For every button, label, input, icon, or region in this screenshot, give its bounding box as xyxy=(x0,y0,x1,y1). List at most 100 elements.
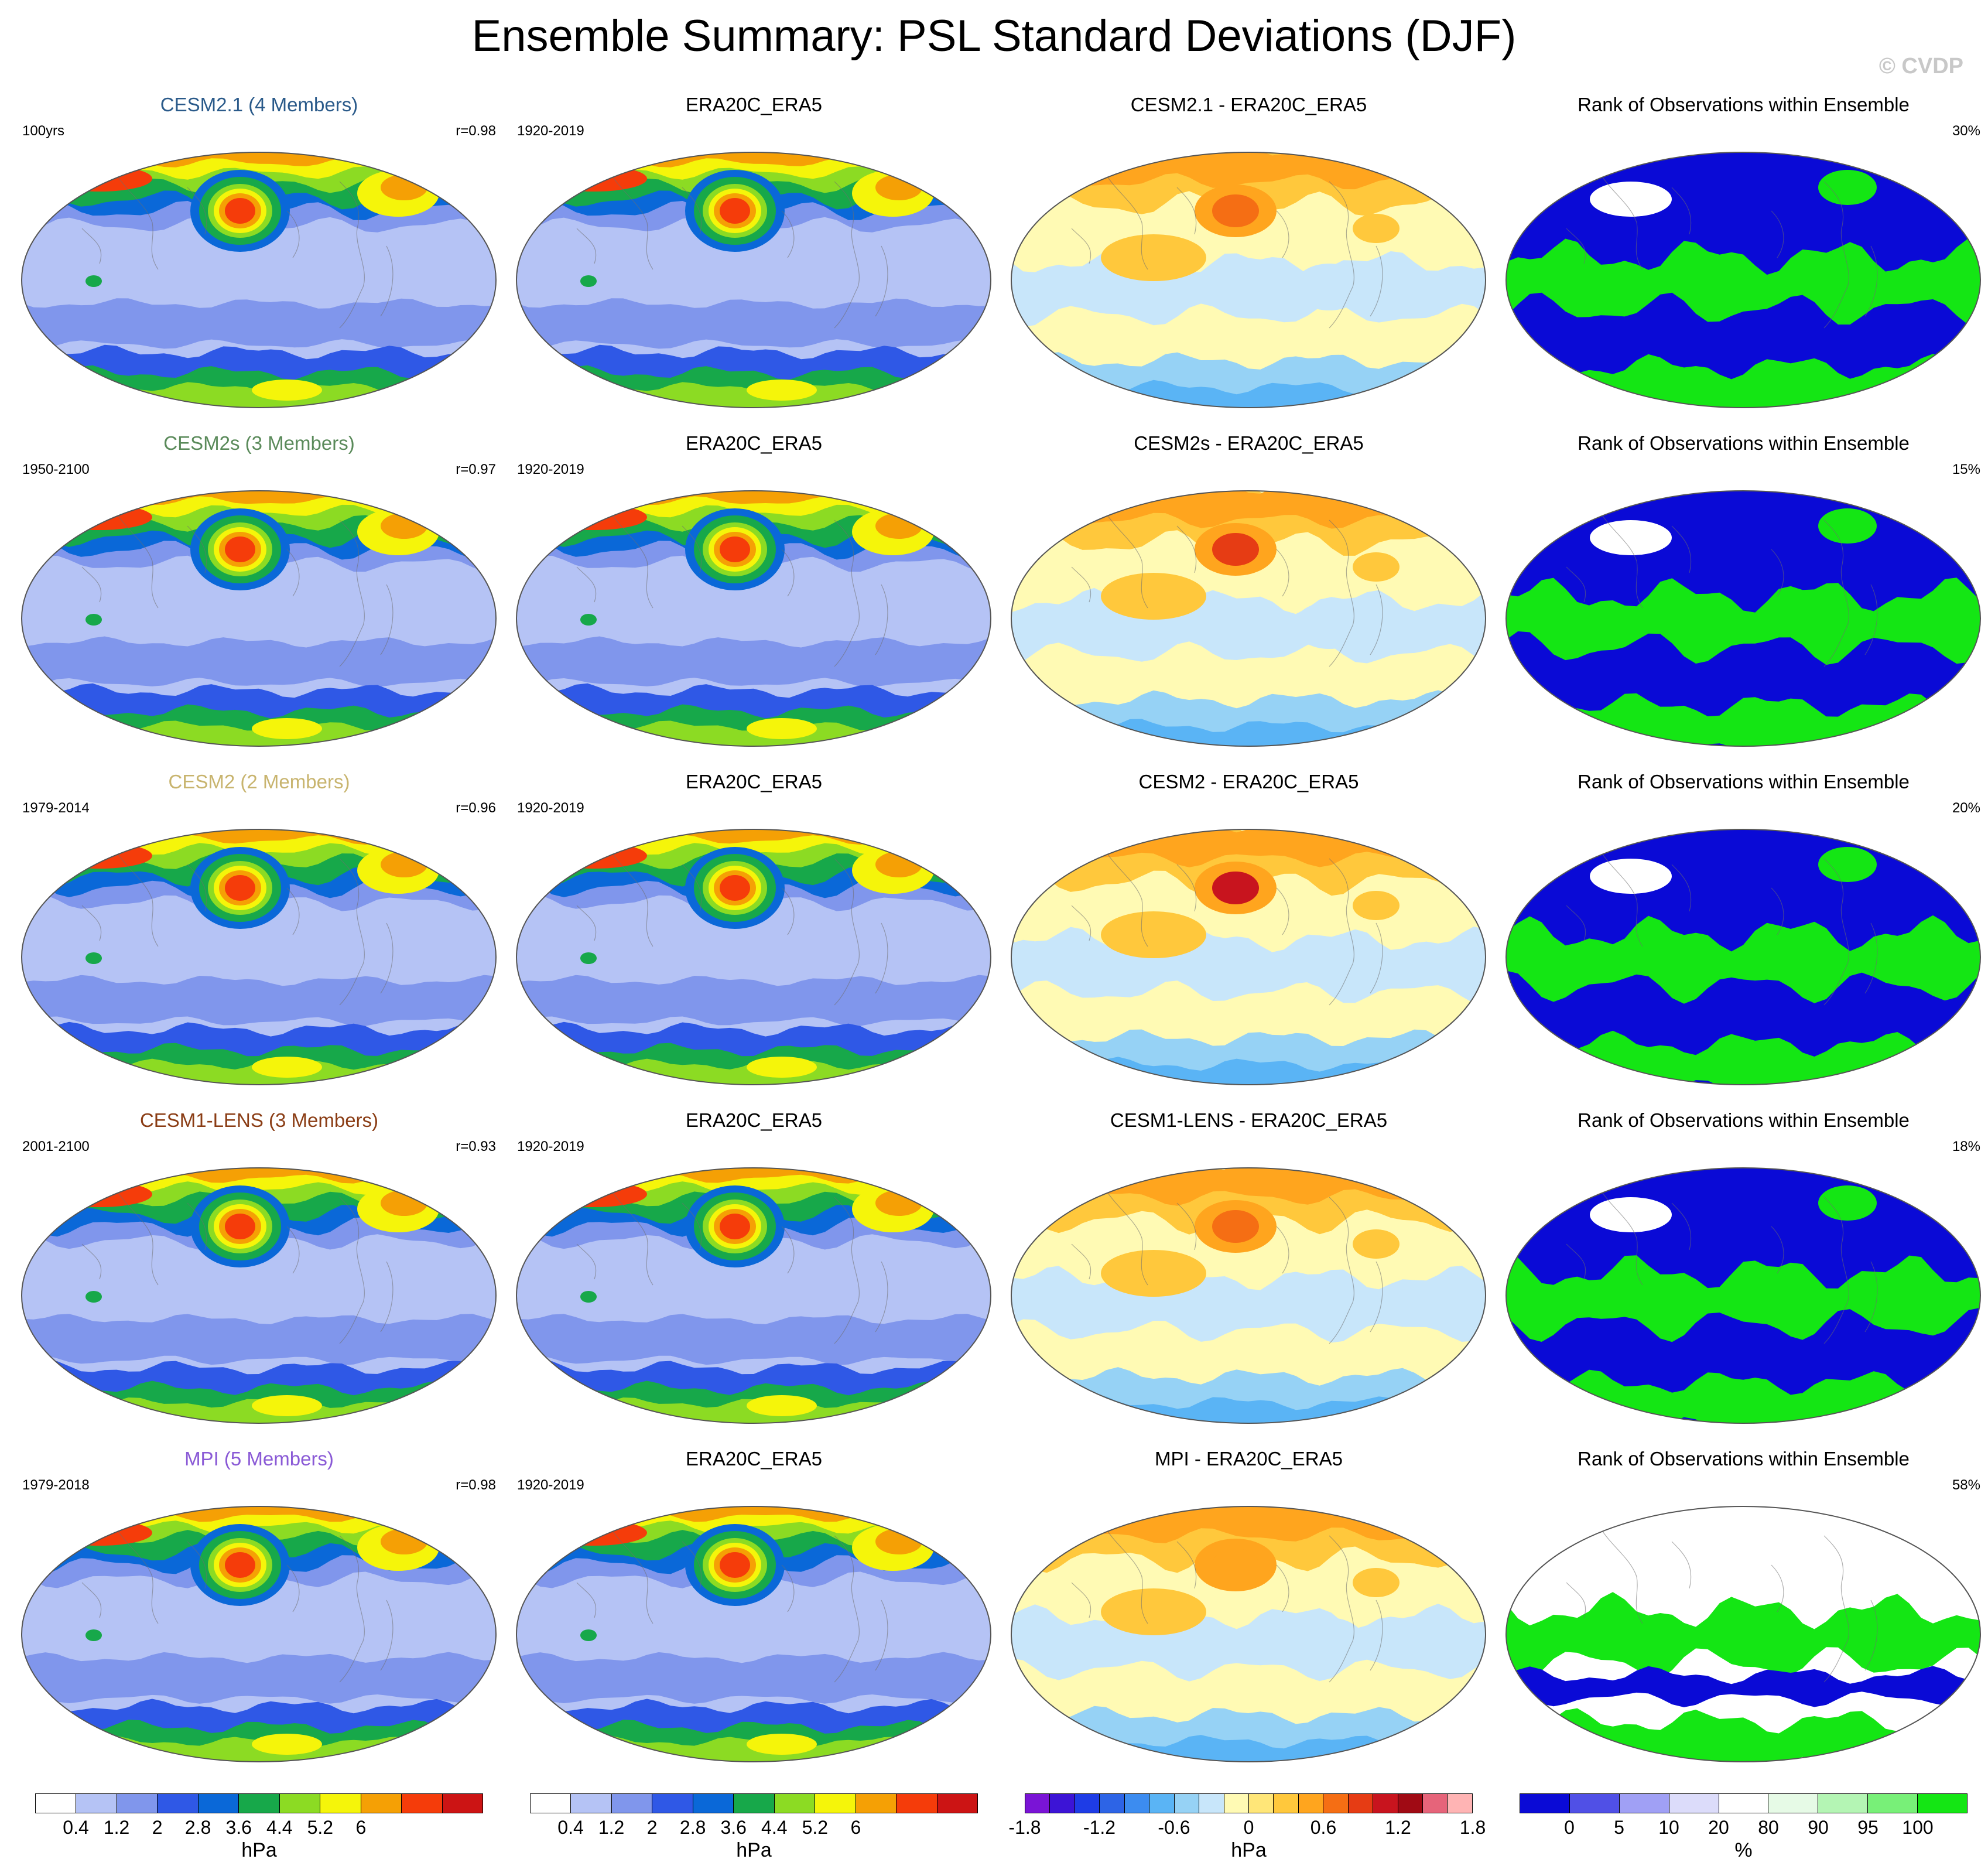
coastline-lines xyxy=(1071,1191,1383,1344)
aleutian-contour-9 xyxy=(720,1214,750,1239)
colorbar-tick-label: 20 xyxy=(1708,1817,1729,1838)
diff-map xyxy=(1011,829,1486,1085)
correlation-label: r=0.93 xyxy=(456,1139,496,1154)
contour-level-subtropical xyxy=(516,975,991,1027)
coastline-lines xyxy=(81,514,394,667)
colorbar-swatch xyxy=(239,1794,280,1813)
colorbar-swatch xyxy=(693,1794,734,1813)
contour-fill xyxy=(22,491,496,746)
south-contour-7 xyxy=(252,1734,322,1755)
colorbar-swatch xyxy=(856,1794,897,1813)
aleutian-contour-9 xyxy=(720,198,750,224)
model-map xyxy=(21,490,497,747)
diff-pos-blob-east xyxy=(1353,891,1400,920)
colorbar-swatch xyxy=(1149,1794,1175,1813)
aleutian-contour-9 xyxy=(720,1552,750,1578)
rank-panel-title: Rank of Observations within Ensemble xyxy=(1578,771,1910,792)
contour-level-north-8 xyxy=(516,152,991,168)
rank-fill xyxy=(1506,1168,1980,1423)
colorbar-swatch xyxy=(1768,1794,1819,1813)
colorbar-swatch xyxy=(1373,1794,1398,1813)
obs-panel-title: ERA20C_ERA5 xyxy=(686,1109,822,1131)
diff-pos-core xyxy=(1212,1210,1259,1243)
arctic-contour-9 xyxy=(47,1181,152,1207)
colorbar-tick-label: 2 xyxy=(152,1817,163,1838)
colorbar-swatch xyxy=(611,1794,653,1813)
colorbar-boxes xyxy=(1520,1793,1968,1813)
colorbar-tick-label: 5 xyxy=(1614,1817,1624,1838)
colorbar-tick-label: -1.8 xyxy=(1008,1817,1041,1838)
contour-fill xyxy=(22,1168,496,1423)
south-contour-7 xyxy=(747,718,817,739)
arctic-contour-9 xyxy=(47,504,152,530)
difference-fill xyxy=(1011,829,1486,1085)
rank-band-high xyxy=(1506,1592,1980,1680)
mountain-contour xyxy=(580,952,597,964)
obs-panel-row-4: ERA20C_ERA5 1920-2019 xyxy=(507,1109,1001,1437)
rank-panel-row-2: Rank of Observations within Ensemble 15% xyxy=(1496,432,1988,760)
obs-panel-title: ERA20C_ERA5 xyxy=(686,771,822,792)
map-outline xyxy=(516,490,991,747)
colorbar-tick-label: -1.2 xyxy=(1083,1817,1116,1838)
obs-panel-title: ERA20C_ERA5 xyxy=(686,432,822,454)
contour-level-north-8 xyxy=(22,829,496,845)
colorbar-tick-label: 2.8 xyxy=(679,1817,706,1838)
rank-panel-row-4: Rank of Observations within Ensemble 18% xyxy=(1496,1109,1988,1437)
diff-pos-blob-west xyxy=(1101,1588,1206,1635)
rank-fill xyxy=(1506,491,1980,746)
colorbar-boxes xyxy=(35,1793,483,1813)
coastline-lines xyxy=(576,852,888,1006)
difference-fill xyxy=(1011,1506,1486,1762)
rank-percent-label: 58% xyxy=(1952,1477,1980,1493)
colorbar-difference: -1.8 -1.2 -0.6 0 0.6 1.2 1.8 hPa xyxy=(1001,1793,1496,1870)
rank-map xyxy=(1505,1506,1981,1762)
diff-level-tropics-neg xyxy=(1011,1266,1486,1343)
rank-blob-white xyxy=(1590,182,1672,217)
coastline-lines xyxy=(81,852,394,1006)
contour-level-north-8 xyxy=(516,1506,991,1522)
period-label: 1920-2019 xyxy=(517,462,584,477)
obs-panel-row-2: ERA20C_ERA5 1920-2019 xyxy=(507,432,1001,760)
diff-level-north-pos2 xyxy=(1011,1168,1486,1206)
diff-level-south-neg2 xyxy=(1011,1057,1486,1085)
colorbar-swatch xyxy=(1248,1794,1274,1813)
diff-pos-blob-west xyxy=(1101,573,1206,620)
diff-map xyxy=(1011,1506,1486,1762)
south-contour-7 xyxy=(747,1057,817,1078)
diff-neg-blob xyxy=(1294,602,1364,649)
colorbar-unit: hPa xyxy=(241,1839,277,1861)
rank-panel-title: Rank of Observations within Ensemble xyxy=(1578,94,1910,115)
diff-neg-blob xyxy=(1294,264,1364,310)
colorbar-tick-label: 4.4 xyxy=(761,1817,788,1838)
colorbar-tick-label: 2 xyxy=(646,1817,658,1838)
map-outline xyxy=(1011,1506,1486,1762)
contour-level-north-8 xyxy=(22,152,496,168)
rank-band-high xyxy=(1506,915,1980,1004)
rank-blob-green xyxy=(1818,508,1877,544)
aleutian-contour-9 xyxy=(720,537,750,562)
correlation-label: r=0.98 xyxy=(456,123,496,139)
obs-panel-title: ERA20C_ERA5 xyxy=(686,94,822,115)
colorbar-swatch xyxy=(1348,1794,1374,1813)
rank-fill xyxy=(1506,829,1980,1085)
coastline-lines xyxy=(81,1529,394,1683)
colorbar-swatch xyxy=(1918,1794,1968,1813)
model-panel-title: MPI (5 Members) xyxy=(184,1448,334,1470)
colorbar-swatch xyxy=(1719,1794,1769,1813)
rank-band-south xyxy=(1506,693,1980,746)
diff-level-north-pos2 xyxy=(1011,152,1486,190)
model-panel-row-2: CESM2s (3 Members) 1950-2100 r=0.97 xyxy=(12,432,507,760)
colorbar-swatch xyxy=(652,1794,693,1813)
map-outline xyxy=(1505,829,1981,1085)
model-map xyxy=(21,152,497,408)
colorbar-swatch xyxy=(1075,1794,1100,1813)
diff-pos-core xyxy=(1212,533,1259,566)
mountain-contour xyxy=(85,614,102,626)
coastline-lines xyxy=(1566,514,1878,667)
rank-band-south xyxy=(1506,1708,1980,1762)
model-panel-row-3: CESM2 (2 Members) 1979-2014 r=0.96 xyxy=(12,771,507,1099)
coastline-lines xyxy=(576,1529,888,1683)
figure-title: Ensemble Summary: PSL Standard Deviation… xyxy=(471,11,1517,61)
colorbar-swatch xyxy=(937,1794,977,1813)
colorbar-swatch xyxy=(279,1794,321,1813)
